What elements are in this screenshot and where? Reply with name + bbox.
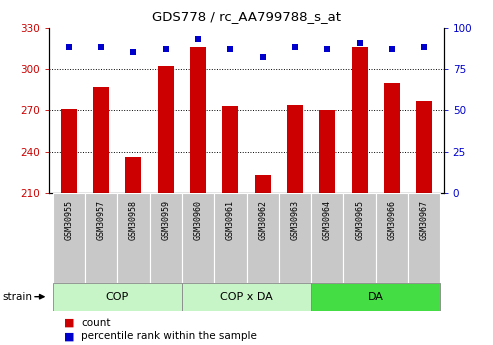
Point — [291, 45, 299, 50]
Bar — [158, 66, 174, 193]
Point — [194, 37, 202, 42]
Text: GSM30960: GSM30960 — [194, 200, 203, 240]
Bar — [117, 193, 149, 283]
Bar — [125, 157, 141, 193]
Bar — [61, 109, 77, 193]
Point — [226, 46, 234, 52]
Point — [356, 40, 364, 45]
Bar — [93, 87, 109, 193]
Point — [129, 50, 137, 55]
Text: ■: ■ — [64, 318, 74, 327]
Text: GSM30959: GSM30959 — [161, 200, 170, 240]
Text: GSM30955: GSM30955 — [64, 200, 73, 240]
Point — [162, 46, 170, 52]
Bar — [376, 193, 408, 283]
Bar — [149, 193, 182, 283]
Text: ■: ■ — [64, 332, 74, 341]
Bar — [408, 193, 440, 283]
Point — [97, 45, 105, 50]
Text: GSM30963: GSM30963 — [290, 200, 299, 240]
Bar — [53, 283, 182, 310]
Text: GSM30957: GSM30957 — [97, 200, 106, 240]
Text: GDS778 / rc_AA799788_s_at: GDS778 / rc_AA799788_s_at — [152, 10, 341, 23]
Point — [65, 45, 72, 50]
Bar — [214, 193, 246, 283]
Point — [259, 55, 267, 60]
Bar — [222, 106, 239, 193]
Text: GSM30958: GSM30958 — [129, 200, 138, 240]
Point — [323, 46, 331, 52]
Text: GSM30966: GSM30966 — [387, 200, 396, 240]
Text: GSM30962: GSM30962 — [258, 200, 267, 240]
Bar — [344, 193, 376, 283]
Text: percentile rank within the sample: percentile rank within the sample — [81, 332, 257, 341]
Bar — [319, 110, 335, 193]
Text: COP x DA: COP x DA — [220, 292, 273, 302]
Bar — [182, 283, 311, 310]
Bar — [311, 193, 344, 283]
Text: count: count — [81, 318, 111, 327]
Text: strain: strain — [2, 292, 33, 302]
Text: GSM30965: GSM30965 — [355, 200, 364, 240]
Bar — [352, 47, 368, 193]
Bar — [254, 175, 271, 193]
Bar — [182, 193, 214, 283]
Text: GSM30964: GSM30964 — [323, 200, 332, 240]
Point — [421, 45, 428, 50]
Bar — [287, 105, 303, 193]
Text: DA: DA — [368, 292, 384, 302]
Bar — [190, 47, 206, 193]
Bar — [311, 283, 440, 310]
Bar — [279, 193, 311, 283]
Text: GSM30967: GSM30967 — [420, 200, 429, 240]
Text: COP: COP — [106, 292, 129, 302]
Bar — [416, 101, 432, 193]
Bar — [384, 83, 400, 193]
Bar — [53, 193, 85, 283]
Point — [388, 46, 396, 52]
Bar — [246, 193, 279, 283]
Text: GSM30961: GSM30961 — [226, 200, 235, 240]
Bar — [85, 193, 117, 283]
